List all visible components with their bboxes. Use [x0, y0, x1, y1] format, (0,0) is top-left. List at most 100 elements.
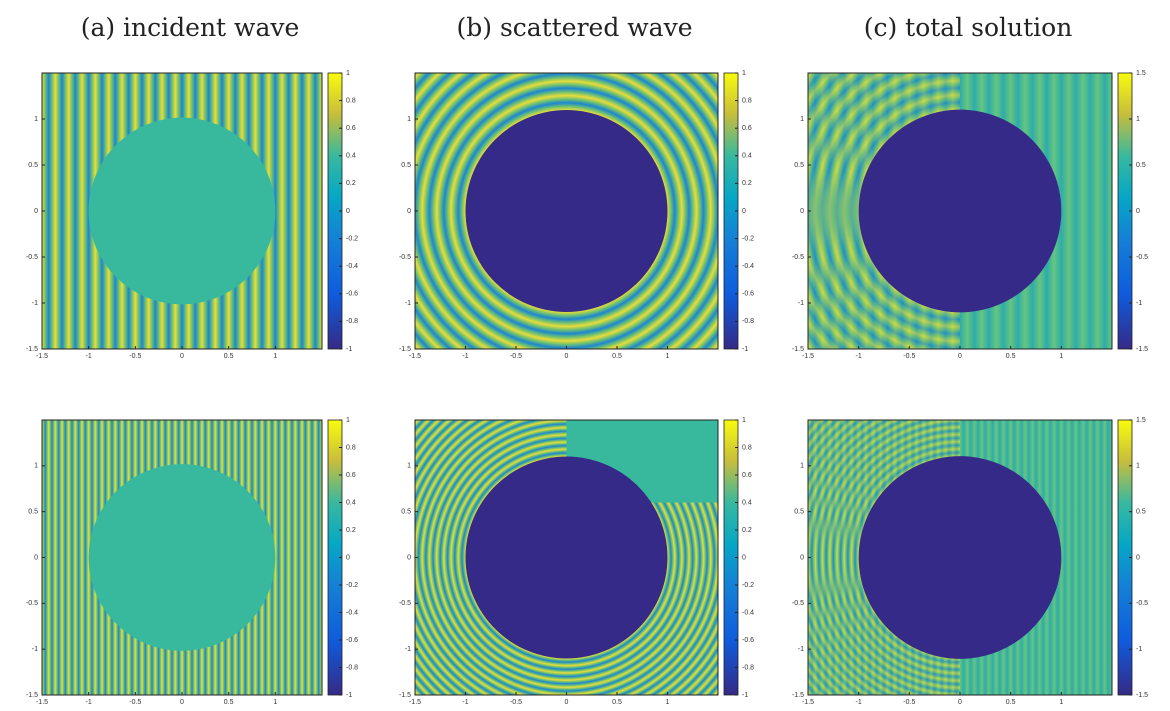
y-tick-label: 0 — [407, 554, 411, 561]
x-tick-label: -1.5 — [802, 353, 814, 360]
y-tick-label: 0 — [800, 554, 804, 561]
y-tick-label: -0.5 — [399, 254, 411, 261]
colorbar-tick-label: -0.4 — [346, 263, 358, 270]
obstacle — [88, 117, 276, 305]
y-tick-label: 0.5 — [401, 509, 411, 516]
obstacle — [858, 109, 1062, 313]
colorbar-tick-label: -0.8 — [346, 318, 358, 325]
y-tick-label: -1 — [405, 300, 411, 307]
colorbar-tick-label: -1 — [346, 692, 352, 699]
obstacle — [88, 464, 276, 651]
heatmap — [42, 420, 322, 695]
colorbar-tick-label: 0 — [1136, 554, 1140, 561]
colorbar-tick-label: 0 — [346, 554, 350, 561]
x-tick-label: -1 — [462, 699, 468, 706]
colorbar-tick-label: -0.5 — [1136, 600, 1148, 607]
colorbar-tick-label: -0.8 — [346, 664, 358, 671]
y-tick-label: 1 — [407, 116, 411, 123]
colorbar-tick-label: -0.4 — [742, 263, 754, 270]
colorbar-tick-label: 0.8 — [346, 97, 356, 104]
y-tick-label: -0.5 — [26, 600, 38, 607]
x-tick-label: -1.5 — [409, 699, 421, 706]
x-tick-label: 1 — [1059, 353, 1063, 360]
colorbar-tick-label: -0.2 — [346, 235, 358, 242]
x-tick-label: -1 — [86, 699, 92, 706]
colorbar-tick-label: -0.4 — [742, 609, 754, 616]
colorbar-tick-label: 0.5 — [1136, 162, 1146, 169]
y-tick-label: 0.5 — [28, 509, 38, 516]
colorbar-tick-label: 1 — [346, 70, 350, 77]
colorbar-tick-label: 1 — [1136, 463, 1140, 470]
x-tick-label: -1 — [856, 699, 862, 706]
y-tick-label: 0 — [34, 208, 38, 215]
x-tick-label: -1 — [856, 353, 862, 360]
x-tick-label: -1 — [86, 353, 92, 360]
obstacle — [465, 456, 668, 659]
colorbar-tick-label: -1 — [346, 346, 352, 353]
colorbar-tick-label: -0.2 — [742, 235, 754, 242]
colorbar-tick-label: 0.4 — [742, 153, 752, 160]
x-tick-label: -1 — [462, 353, 468, 360]
panel-title: (b) scattered wave — [457, 13, 693, 42]
y-tick-label: 0 — [407, 208, 411, 215]
colorbar-tick-label: 0 — [346, 208, 350, 215]
x-tick-label: 0.5 — [612, 699, 622, 706]
colorbar-tick-label: -0.6 — [742, 291, 754, 298]
y-tick-label: 1 — [34, 463, 38, 470]
colorbar-tick-label: 0.6 — [346, 472, 356, 479]
x-tick-label: 0 — [565, 353, 569, 360]
x-tick-label: 1 — [666, 699, 670, 706]
obstacle — [858, 456, 1062, 659]
colorbar-tick-label: 0.2 — [346, 180, 356, 187]
y-tick-label: -1.5 — [792, 346, 804, 353]
colorbar-tick-label: -0.6 — [742, 637, 754, 644]
x-tick-label: 0.5 — [1006, 353, 1016, 360]
x-tick-label: 0 — [958, 699, 962, 706]
x-tick-label: 0 — [180, 699, 184, 706]
y-tick-label: -1.5 — [26, 346, 38, 353]
x-tick-label: -0.5 — [510, 699, 522, 706]
x-tick-label: -0.5 — [129, 353, 141, 360]
x-tick-label: 0.5 — [1006, 699, 1016, 706]
colorbar-tick-label: 1.5 — [1136, 70, 1146, 77]
x-tick-label: -0.5 — [129, 699, 141, 706]
panel-title: (a) incident wave — [81, 13, 300, 42]
y-tick-label: 1 — [407, 463, 411, 470]
obstacle — [465, 110, 668, 312]
colorbar-tick-label: 0.8 — [742, 97, 752, 104]
heatmap — [808, 73, 1112, 349]
colorbar-tick-label: 0.4 — [346, 499, 356, 506]
panel-title: (c) total solution — [864, 13, 1073, 42]
colorbar-tick-label: -0.8 — [742, 664, 754, 671]
colorbar-tick-label: -1 — [1136, 300, 1142, 307]
colorbar-tick-label: 0.6 — [742, 125, 752, 132]
y-tick-label: -1.5 — [26, 692, 38, 699]
colorbar-tick-label: 0 — [742, 208, 746, 215]
x-tick-label: 1 — [273, 353, 277, 360]
colorbar-tick-label: 1 — [742, 417, 746, 424]
colorbar-tick-label: -0.6 — [346, 637, 358, 644]
colorbar-tick-label: 0.6 — [742, 472, 752, 479]
heatmap — [808, 420, 1112, 695]
x-tick-label: 1 — [1059, 699, 1063, 706]
x-tick-label: 0 — [565, 699, 569, 706]
y-tick-label: -1.5 — [399, 692, 411, 699]
colorbar-tick-label: 1 — [742, 70, 746, 77]
y-tick-label: -1 — [798, 300, 804, 307]
colorbar-tick-label: 0.8 — [742, 444, 752, 451]
x-tick-label: -1.5 — [409, 353, 421, 360]
y-tick-label: -1 — [32, 646, 38, 653]
colorbar-tick-label: -0.5 — [1136, 254, 1148, 261]
x-tick-label: 0.5 — [224, 353, 234, 360]
colorbar-tick-label: -1.5 — [1136, 346, 1148, 353]
x-tick-label: 1 — [273, 699, 277, 706]
colorbar-tick-label: -1 — [742, 346, 748, 353]
colorbar-tick-label: -1.5 — [1136, 692, 1148, 699]
x-tick-label: 1 — [666, 353, 670, 360]
colorbar-tick-label: -1 — [742, 692, 748, 699]
y-tick-label: 1 — [800, 116, 804, 123]
colorbar-tick-label: 1 — [346, 417, 350, 424]
colorbar-tick-label: 0.5 — [1136, 509, 1146, 516]
colorbar-tick-label: 1.5 — [1136, 417, 1146, 424]
